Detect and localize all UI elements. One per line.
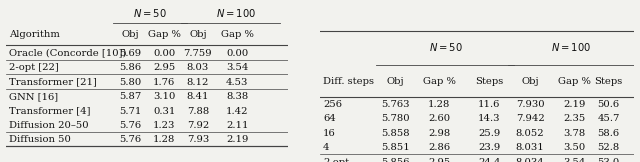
Text: 5.80: 5.80	[119, 78, 141, 87]
Text: Gap %: Gap %	[221, 30, 253, 39]
Text: GNN [16]: GNN [16]	[9, 92, 58, 101]
Text: 0.31: 0.31	[153, 107, 175, 116]
Text: 2-opt: 2-opt	[323, 158, 349, 162]
Text: Obj: Obj	[387, 76, 404, 86]
Text: 11.6: 11.6	[478, 100, 500, 109]
Text: 8.41: 8.41	[187, 92, 209, 101]
Text: 58.6: 58.6	[598, 129, 620, 138]
Text: Steps: Steps	[595, 76, 623, 86]
Text: $N = 50$: $N = 50$	[429, 41, 462, 53]
Text: 2.98: 2.98	[428, 129, 451, 138]
Text: 2.95: 2.95	[428, 158, 451, 162]
Text: 2.11: 2.11	[226, 121, 248, 130]
Text: Algorithm: Algorithm	[9, 30, 60, 39]
Text: 23.9: 23.9	[478, 143, 500, 152]
Text: 2.35: 2.35	[563, 115, 585, 123]
Text: 3.54: 3.54	[226, 63, 248, 72]
Text: 2.19: 2.19	[563, 100, 585, 109]
Text: 53.0: 53.0	[597, 158, 620, 162]
Text: 7.930: 7.930	[516, 100, 545, 109]
Text: Oracle (Concorde [10]): Oracle (Concorde [10])	[9, 49, 127, 58]
Text: 8.034: 8.034	[516, 158, 545, 162]
Text: 8.031: 8.031	[516, 143, 545, 152]
Text: 5.763: 5.763	[381, 100, 410, 109]
Text: $N = 100$: $N = 100$	[551, 41, 591, 53]
Text: 2.86: 2.86	[428, 143, 450, 152]
Text: 16: 16	[323, 129, 336, 138]
Text: 8.03: 8.03	[187, 63, 209, 72]
Text: Diff. steps: Diff. steps	[323, 76, 374, 86]
Text: 5.858: 5.858	[381, 129, 410, 138]
Text: 2.60: 2.60	[428, 115, 450, 123]
Text: 50.6: 50.6	[598, 100, 620, 109]
Text: 1.28: 1.28	[428, 100, 451, 109]
Text: 5.76: 5.76	[119, 121, 141, 130]
Text: Gap %: Gap %	[557, 76, 591, 86]
Text: 7.942: 7.942	[516, 115, 545, 123]
Text: Obj: Obj	[189, 30, 207, 39]
Text: 5.71: 5.71	[119, 107, 141, 116]
Text: $N = 50$: $N = 50$	[133, 7, 167, 19]
Text: 45.7: 45.7	[597, 115, 620, 123]
Text: 1.76: 1.76	[153, 78, 175, 87]
Text: 0.00: 0.00	[226, 49, 248, 58]
Text: Diffusion 20–50: Diffusion 20–50	[9, 121, 89, 130]
Text: Gap %: Gap %	[423, 76, 456, 86]
Text: 8.12: 8.12	[187, 78, 209, 87]
Text: 7.93: 7.93	[187, 135, 209, 145]
Text: 2-opt [22]: 2-opt [22]	[9, 63, 59, 72]
Text: 1.28: 1.28	[153, 135, 175, 145]
Text: 8.052: 8.052	[516, 129, 545, 138]
Text: 3.78: 3.78	[563, 129, 585, 138]
Text: Gap %: Gap %	[148, 30, 180, 39]
Text: 4.53: 4.53	[226, 78, 248, 87]
Text: 8.38: 8.38	[226, 92, 248, 101]
Text: 5.856: 5.856	[381, 158, 410, 162]
Text: Transformer [21]: Transformer [21]	[9, 78, 97, 87]
Text: 52.8: 52.8	[597, 143, 620, 152]
Text: 2.19: 2.19	[226, 135, 248, 145]
Text: 7.92: 7.92	[187, 121, 209, 130]
Text: 5.69: 5.69	[119, 49, 141, 58]
Text: 3.50: 3.50	[563, 143, 585, 152]
Text: 3.10: 3.10	[153, 92, 175, 101]
Text: 0.00: 0.00	[153, 49, 175, 58]
Text: 5.76: 5.76	[119, 135, 141, 145]
Text: Obj: Obj	[522, 76, 539, 86]
Text: 4: 4	[323, 143, 330, 152]
Text: 7.88: 7.88	[187, 107, 209, 116]
Text: 3.54: 3.54	[563, 158, 585, 162]
Text: 1.23: 1.23	[153, 121, 175, 130]
Text: 1.42: 1.42	[226, 107, 248, 116]
Text: 14.3: 14.3	[478, 115, 500, 123]
Text: 2.95: 2.95	[153, 63, 175, 72]
Text: 5.87: 5.87	[119, 92, 141, 101]
Text: 7.759: 7.759	[184, 49, 212, 58]
Text: 256: 256	[323, 100, 342, 109]
Text: 5.86: 5.86	[119, 63, 141, 72]
Text: Obj: Obj	[122, 30, 139, 39]
Text: Steps: Steps	[476, 76, 504, 86]
Text: 5.780: 5.780	[381, 115, 410, 123]
Text: Diffusion 50: Diffusion 50	[9, 135, 71, 145]
Text: 25.9: 25.9	[478, 129, 500, 138]
Text: 24.4: 24.4	[478, 158, 500, 162]
Text: 5.851: 5.851	[381, 143, 410, 152]
Text: Transformer [4]: Transformer [4]	[9, 107, 91, 116]
Text: 64: 64	[323, 115, 336, 123]
Text: $N = 100$: $N = 100$	[216, 7, 256, 19]
